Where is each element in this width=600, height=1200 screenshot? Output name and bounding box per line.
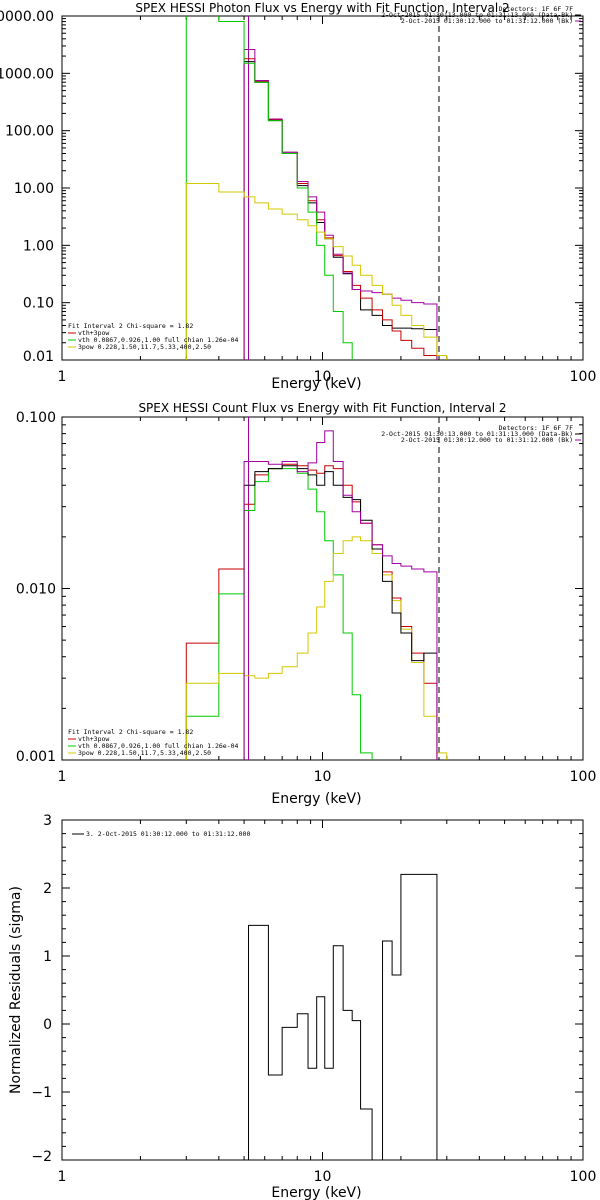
series-group bbox=[185, 430, 448, 760]
x-tick-label: 1 bbox=[58, 1169, 67, 1185]
series-line-3 bbox=[243, 465, 438, 760]
legend-entry: vth 0.0867,0.926,1.00 full chian 1.26e-0… bbox=[78, 742, 239, 750]
chart-title: SPEX HESSI Photon Flux vs Energy with Fi… bbox=[135, 1, 509, 15]
y-tick-label: −1 bbox=[31, 1085, 52, 1101]
y-tick-label: 0 bbox=[43, 1017, 52, 1033]
series-line-2 bbox=[243, 49, 438, 360]
legend-entry: Fit Interval 2 Chi-square = 1.82 bbox=[68, 728, 193, 736]
y-tick-label: 0.01 bbox=[23, 349, 54, 365]
plot-frame bbox=[61, 416, 584, 761]
series-group bbox=[248, 873, 438, 1160]
legend-entry: vth+3pow bbox=[78, 735, 109, 743]
x-axis-label: Energy (keV) bbox=[271, 791, 361, 807]
y-tick-label: 2 bbox=[43, 881, 52, 897]
y-tick-label: 1000.00 bbox=[0, 66, 54, 82]
reference-lines bbox=[248, 16, 440, 360]
legend-entry: 3pow 0.228,1.50,11.7,5.33,400,2.50 bbox=[78, 749, 211, 757]
x-tick-label: 100 bbox=[570, 1169, 597, 1185]
x-tick-label: 10 bbox=[314, 769, 332, 785]
series-line-1 bbox=[185, 468, 373, 760]
info-line: Detectors: 1F 6F 7F bbox=[499, 5, 573, 13]
y-tick-label: 0.001 bbox=[16, 749, 56, 765]
legend-entry: 3. 2-Oct-2015 01:30:12.000 to 01:31:12.0… bbox=[86, 830, 250, 838]
y-tick-label: −2 bbox=[31, 1149, 52, 1165]
series-line-2 bbox=[185, 536, 448, 760]
info-line: Detectors: 1F 6F 7F bbox=[499, 424, 573, 432]
reference-lines bbox=[248, 417, 440, 760]
y-tick-label: 3 bbox=[43, 813, 52, 829]
y-axis-label: Normalized Residuals (sigma) bbox=[8, 886, 24, 1094]
y-tick-label: 1.00 bbox=[23, 238, 54, 254]
residuals-panel: 1 10 100 −2 −1 0 1 2 3 Energy (keV) Normalized Res… bbox=[8, 813, 596, 1200]
legend-entry: Fit Interval 2 Chi-square = 1.82 bbox=[68, 322, 193, 330]
y-tick-label: 0.100 bbox=[16, 410, 56, 426]
info-line: 2-Oct-2015 01:30:13.000 to 01:31:13.000 … bbox=[381, 11, 573, 19]
x-tick-label: 10 bbox=[314, 1169, 332, 1185]
x-tick-label: 10 bbox=[314, 369, 332, 385]
y-tick-label: 0000.00 bbox=[0, 9, 54, 25]
x-tick-label: 1 bbox=[58, 769, 67, 785]
info-line: 2-Oct-2015 01:30:12.000 to 01:31:12.000 … bbox=[401, 17, 573, 25]
x-axis-label: Energy (keV) bbox=[271, 1185, 361, 1200]
series-line-0 bbox=[248, 873, 438, 1160]
plot-frame bbox=[61, 15, 584, 361]
y-tick-label: 1 bbox=[43, 949, 52, 965]
series-line-0 bbox=[243, 61, 438, 360]
series-line-0 bbox=[185, 463, 438, 760]
series-line-1 bbox=[243, 58, 438, 360]
series-line-4 bbox=[243, 430, 438, 760]
series-line-4 bbox=[185, 182, 448, 360]
legend-entry: vth+3pow bbox=[78, 329, 109, 337]
x-tick-label: 100 bbox=[570, 769, 597, 785]
count-flux-panel: SPEX HESSI Count Flux vs Energy with Fit… bbox=[16, 401, 596, 807]
y-tick-label: 100.00 bbox=[5, 124, 54, 140]
legend-entry: vth 0.0867,0.926,1.00 full chian 1.26e-0… bbox=[78, 336, 239, 344]
x-tick-label: 100 bbox=[570, 369, 597, 385]
legend-entry: 3pow 0.228,1.50,11.7,5.33,400,2.50 bbox=[78, 343, 211, 351]
y-tick-label: 10.00 bbox=[14, 181, 54, 197]
info-line: 2-Oct-2015 01:30:12.000 to 01:31:12.000 … bbox=[401, 436, 573, 444]
series-group bbox=[185, 16, 448, 360]
photon-flux-panel: SPEX HESSI Photon Flux vs Energy with Fi… bbox=[0, 1, 597, 392]
info-line: 2-Oct-2015 01:30:13.000 to 01:31:13.000 … bbox=[381, 430, 573, 438]
x-axis-label: Energy (keV) bbox=[271, 376, 361, 392]
y-tick-label: 0.10 bbox=[23, 296, 54, 312]
series-line-3 bbox=[185, 16, 353, 360]
x-tick-label: 1 bbox=[58, 369, 67, 385]
chart-title: SPEX HESSI Count Flux vs Energy with Fit… bbox=[138, 401, 506, 415]
y-tick-label: 0.010 bbox=[16, 582, 56, 598]
plot-frame bbox=[61, 819, 584, 1161]
